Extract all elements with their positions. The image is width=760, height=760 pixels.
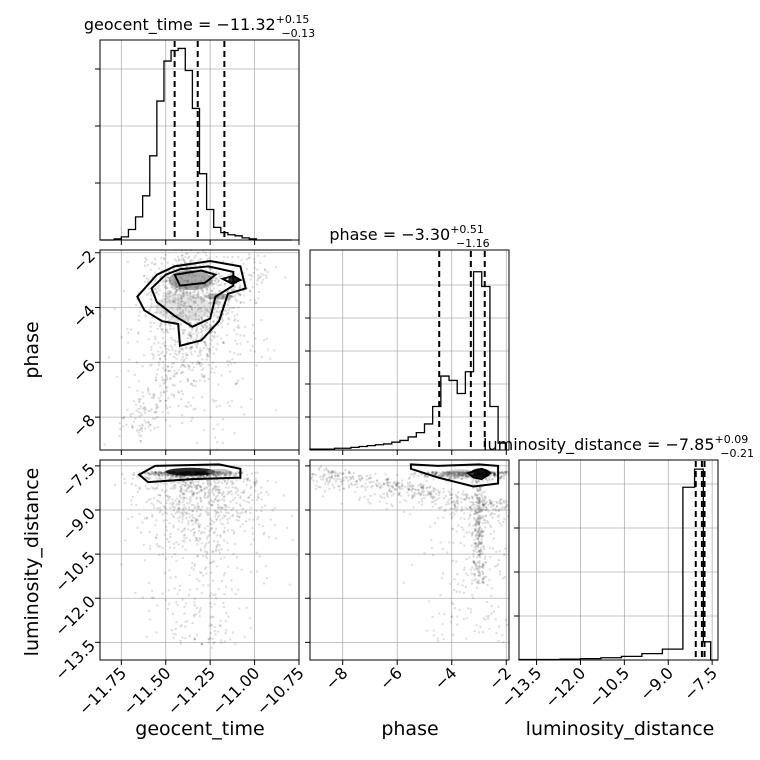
scatter-points	[100, 250, 287, 450]
x-axis-label-phase: phase	[381, 718, 438, 740]
y-tick-label: −2	[69, 246, 99, 276]
x-tick-label: −6	[376, 663, 406, 693]
y-tick-label: −12.0	[51, 592, 99, 640]
y-axis-label-luminosity-distance: luminosity_distance	[21, 468, 43, 657]
contour-level-2	[466, 467, 492, 481]
histogram-luminosity_distance: luminosity_distance = −7.85+0.09 −0.21	[483, 433, 754, 661]
scatter-geocent_time-vs-luminosity_distance	[99, 459, 300, 661]
x-tick-label: −11.25	[164, 663, 219, 718]
x-axis-label-geocent-time: geocent_time	[135, 718, 264, 740]
histogram-step-luminosity_distance	[518, 468, 718, 661]
x-tick-label: −8	[321, 663, 351, 693]
panel-frame	[99, 459, 300, 661]
contour-level-1	[409, 463, 500, 488]
x-tick-label: −10.5	[585, 663, 633, 711]
scatter-geocent_time-vs-phase	[99, 249, 300, 451]
panel-title-geocent_time: geocent_time = −11.32+0.15 −0.13	[84, 13, 315, 40]
y-tick-label: −7.5	[58, 460, 99, 501]
x-tick-label: −4	[430, 663, 460, 693]
scatter-points	[113, 463, 294, 649]
density-fill	[445, 469, 474, 478]
x-tick-label: −11.50	[119, 663, 174, 718]
histogram-geocent_time: geocent_time = −11.32+0.15 −0.13	[84, 13, 315, 241]
x-tick-label: −10.75	[253, 663, 308, 718]
x-axis-label-luminosity-distance: luminosity_distance	[526, 718, 715, 740]
scatter-points	[310, 463, 509, 644]
contour-level-3	[173, 269, 218, 287]
y-axis-label-phase: phase	[21, 321, 43, 378]
panel-frame	[99, 39, 300, 241]
y-tick-label: −13.5	[51, 636, 99, 684]
histogram-step-phase	[309, 271, 507, 450]
contour-level-2	[150, 265, 235, 328]
x-tick-label: −9.0	[636, 663, 677, 704]
histogram-phase: phase = −3.30+0.51 −1.16	[305, 223, 510, 451]
y-tick-label: −9.0	[58, 504, 99, 545]
x-tick-label: −7.5	[680, 663, 721, 704]
histogram-step-geocent_time	[100, 47, 292, 241]
panel-title-luminosity_distance: luminosity_distance = −7.85+0.09 −0.21	[483, 433, 754, 460]
density-fill	[207, 468, 232, 475]
x-tick-label: −11.00	[208, 663, 263, 718]
density-fill	[155, 293, 212, 322]
panel-title-phase: phase = −3.30+0.51 −1.16	[329, 223, 489, 250]
x-tick-label: −12.0	[541, 663, 589, 711]
contour-level-1	[137, 463, 242, 484]
x-tick-label: −11.75	[75, 663, 130, 718]
contour-level-4	[219, 274, 243, 285]
scatter-phase-vs-luminosity_distance	[309, 459, 510, 661]
y-tick-label: −4	[69, 301, 99, 331]
y-tick-label: −8	[69, 411, 99, 441]
panel-frame	[309, 249, 510, 451]
y-tick-label: −6	[69, 356, 99, 386]
density-fill	[165, 467, 216, 476]
panel-frame	[309, 459, 510, 661]
contour-level-1	[136, 259, 247, 348]
y-tick-label: −10.5	[51, 548, 99, 596]
panel-frame	[99, 249, 300, 451]
panel-frame	[518, 459, 719, 661]
